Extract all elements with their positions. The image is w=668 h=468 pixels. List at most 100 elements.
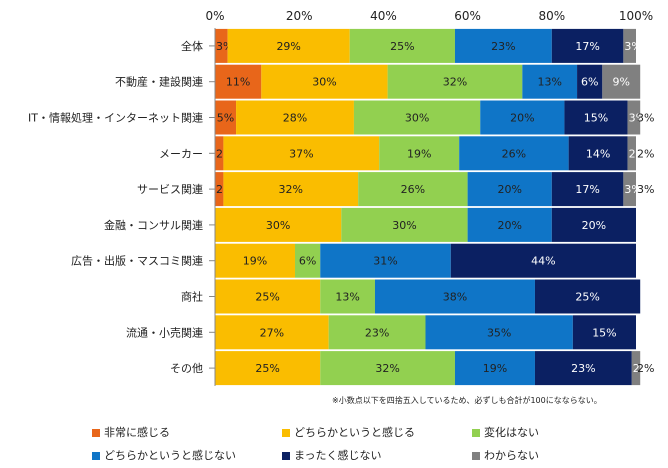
rounding-note: ※小数点以下を四捨五入しているため、必ずしも合計が100になならない。	[332, 396, 602, 405]
x-tick-label: 100%	[619, 9, 653, 23]
category-label: IT・情報処理・インターネット関連	[28, 111, 203, 125]
data-label: 37%	[289, 147, 313, 160]
legend-label: 変化はない	[484, 426, 539, 439]
bar-segment	[425, 315, 573, 350]
outside-data-label: 3%	[637, 183, 654, 196]
data-label: 30%	[392, 219, 416, 232]
category-label: 不動産・建設関連	[115, 75, 203, 89]
bar-segment	[467, 172, 552, 207]
data-label: 13%	[335, 291, 359, 304]
data-label: 35%	[487, 326, 511, 339]
bar-segment	[341, 207, 468, 242]
bar-segment	[261, 64, 388, 99]
legend-swatch	[282, 429, 290, 437]
data-label: 29%	[276, 40, 300, 53]
bar-segment	[328, 315, 426, 350]
bar-segment	[459, 136, 569, 171]
bar-segment	[215, 28, 228, 63]
data-label: 17%	[575, 40, 599, 53]
outside-data-label: 2%	[637, 362, 654, 375]
bar-segment	[320, 243, 451, 278]
bar-segment	[627, 136, 636, 171]
data-label: 32%	[375, 362, 399, 375]
data-label: 26%	[502, 147, 526, 160]
data-label: 17%	[575, 183, 599, 196]
data-label: 25%	[575, 291, 599, 304]
bar-segment	[353, 100, 481, 135]
bar-segment	[522, 64, 578, 99]
legend-item: わからない	[472, 449, 539, 463]
category-label: 全体	[181, 39, 203, 53]
data-label: 6%	[299, 255, 316, 268]
bar-segment	[568, 136, 628, 171]
bar-segment	[215, 136, 224, 171]
data-label: 3%	[624, 40, 641, 53]
data-label: 15%	[592, 326, 616, 339]
legend-swatch	[472, 429, 480, 437]
legend-swatch	[92, 452, 100, 460]
data-label: 15%	[584, 112, 608, 125]
legend-label: 非常に感じる	[104, 426, 170, 439]
data-label: 2%	[633, 362, 650, 375]
data-label: 23%	[365, 326, 389, 339]
bar-segment	[627, 100, 641, 135]
bar-segment	[623, 172, 636, 207]
bar-segment	[454, 28, 552, 63]
bar-segment	[572, 315, 636, 350]
data-label: 6%	[581, 76, 598, 89]
data-label: 25%	[390, 40, 414, 53]
bar-segment	[227, 28, 350, 63]
legend-swatch	[472, 452, 480, 460]
bar-segment	[379, 136, 460, 171]
bar-segment	[551, 172, 624, 207]
bar-segment	[623, 28, 636, 63]
bar-segment	[450, 243, 636, 278]
data-label: 19%	[243, 255, 267, 268]
legend-item: どちらかというと感じない	[92, 449, 236, 463]
x-tick-label: 0%	[205, 9, 224, 23]
data-label: 23%	[571, 362, 595, 375]
data-label: 13%	[537, 76, 561, 89]
legend-item: まったく感じない	[282, 449, 382, 463]
bar-segment	[294, 243, 321, 278]
data-label: 23%	[491, 40, 515, 53]
bar-segment	[236, 100, 354, 135]
outside-data-label: 2%	[637, 147, 654, 160]
legend-swatch	[282, 452, 290, 460]
data-label: 20%	[497, 183, 521, 196]
category-label: 商社	[181, 290, 203, 304]
data-label: 3%	[629, 112, 646, 125]
data-label: 30%	[266, 219, 290, 232]
bar-segment	[215, 243, 295, 278]
data-label: 11%	[226, 76, 250, 89]
data-label: 20%	[497, 219, 521, 232]
data-label: 9%	[613, 76, 630, 89]
bar-segment	[374, 279, 535, 314]
bar-segment	[215, 172, 224, 207]
x-tick-label: 40%	[370, 9, 397, 23]
x-tick-label: 80%	[538, 9, 565, 23]
bar-segment	[320, 279, 375, 314]
data-label: 30%	[312, 76, 336, 89]
bar-segment	[215, 351, 321, 386]
data-label: 19%	[407, 147, 431, 160]
bar-segment	[631, 351, 641, 386]
category-label: サービス関連	[137, 182, 203, 196]
bar-segment	[215, 100, 237, 135]
category-label: その他	[170, 362, 203, 375]
data-label: 14%	[586, 147, 610, 160]
bar-segment	[215, 207, 342, 242]
data-label: 32%	[443, 76, 467, 89]
bar-segment	[454, 351, 535, 386]
category-label: 広告・出版・マスコミ関連	[71, 254, 203, 268]
legend-label: どちらかというと感じる	[294, 426, 415, 439]
data-label: 44%	[531, 255, 555, 268]
data-label: 20%	[510, 112, 534, 125]
data-label: 32%	[279, 183, 303, 196]
legend-item: 変化はない	[472, 426, 539, 440]
data-label: 5%	[217, 112, 234, 125]
data-label: 30%	[405, 112, 429, 125]
data-label: 20%	[582, 219, 606, 232]
data-label: 19%	[483, 362, 507, 375]
bar-segment	[358, 172, 468, 207]
